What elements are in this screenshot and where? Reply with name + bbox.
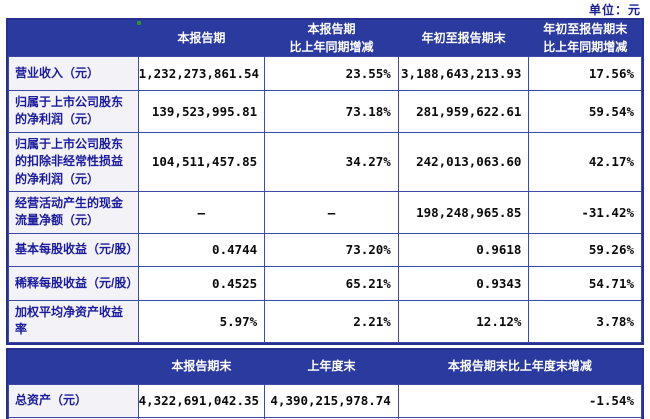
table1-corner-cell xyxy=(8,20,139,57)
value-cell: 17.56% xyxy=(528,56,642,91)
value-cell: 139,523,995.81 xyxy=(137,90,266,133)
value-cell: 242,013,063.60 xyxy=(397,131,530,192)
table2-header-period-end-change: 本报告期末比上年度末增减 xyxy=(397,349,643,385)
unit-label: 单位：元 xyxy=(588,3,641,17)
row-label: 归属于上市公司股东的净利润（元） xyxy=(8,90,139,133)
value-cell: 10.00% xyxy=(397,416,643,419)
table2-header-prior-year-end: 上年度末 xyxy=(264,349,399,385)
value-cell: 73.20% xyxy=(264,232,399,267)
table1-header-ytd-change: 年初至报告期末 比上年同期增减 xyxy=(528,20,642,57)
value-cell: 59.54% xyxy=(528,90,642,133)
value-cell: – xyxy=(264,190,399,234)
value-cell: 0.9343 xyxy=(397,265,530,301)
value-cell: 59.26% xyxy=(528,232,642,267)
value-cell: 42.17% xyxy=(528,131,642,192)
table-row-basic-eps: 基本每股收益（元/股） 0.4744 73.20% 0.9618 59.26% xyxy=(8,232,642,267)
value-cell: 3.78% xyxy=(528,299,642,343)
row-label: 加权平均净资产收益率 xyxy=(8,299,139,343)
table-row-cash-flow: 经营活动产生的现金流量净额（元） – – 198,248,965.85 -31.… xyxy=(8,190,642,234)
value-cell: 281,959,622.61 xyxy=(397,90,530,133)
row-label: 总资产（元） xyxy=(8,383,139,418)
value-cell: -31.42% xyxy=(528,190,642,234)
value-cell: 73.18% xyxy=(264,90,399,133)
row-label: 营业收入（元） xyxy=(8,56,139,91)
row-label: 归属于上市公司股东的所有者权益（元） xyxy=(8,416,139,419)
value-cell: -1.54% xyxy=(397,383,643,418)
value-cell: 104,511,457.85 xyxy=(137,131,266,192)
table-row-owners-equity: 归属于上市公司股东的所有者权益（元） 2,456,137,700.10 2,23… xyxy=(8,416,643,419)
value-cell: 4,322,691,042.35 xyxy=(137,383,266,418)
row-label: 稀释每股收益（元/股） xyxy=(8,265,139,301)
value-cell: – xyxy=(137,190,266,234)
value-cell: 5.97% xyxy=(137,299,266,343)
row-label: 基本每股收益（元/股） xyxy=(8,232,139,267)
table1-header-ytd: 年初至报告期末 xyxy=(397,20,530,57)
table2-corner-cell xyxy=(8,349,139,385)
table-row-diluted-eps: 稀释每股收益（元/股） 0.4525 65.21% 0.9343 54.71% xyxy=(8,265,642,301)
table2-header-period-end: 本报告期末 xyxy=(137,349,266,385)
table-row-total-assets: 总资产（元） 4,322,691,042.35 4,390,215,978.74… xyxy=(8,383,643,418)
value-cell: 4,390,215,978.74 xyxy=(264,383,399,418)
value-cell: 23.55% xyxy=(264,56,399,91)
value-cell: 0.9618 xyxy=(397,232,530,267)
value-cell: 198,248,965.85 xyxy=(397,190,530,234)
row-label: 经营活动产生的现金流量净额（元） xyxy=(8,190,139,234)
value-cell: 65.21% xyxy=(264,265,399,301)
table2-header-row: 本报告期末 上年度末 本报告期末比上年度末增减 xyxy=(8,349,643,385)
green-dot-artifact xyxy=(137,21,141,25)
table-row-net-profit: 归属于上市公司股东的净利润（元） 139,523,995.81 73.18% 2… xyxy=(8,90,642,133)
value-cell: 12.12% xyxy=(397,299,530,343)
table-row-net-profit-deducted: 归属于上市公司股东的扣除非经常性损益的净利润（元） 104,511,457.85… xyxy=(8,131,642,192)
value-cell: 3,188,643,213.93 xyxy=(397,56,530,91)
value-cell: 0.4744 xyxy=(137,232,266,267)
value-cell: 34.27% xyxy=(264,131,399,192)
value-cell: 1,232,273,861.54 xyxy=(137,56,266,91)
financial-summary: 本报告期 本报告期 比上年同期增减 年初至报告期末 年初至报告期末 比上年同期增… xyxy=(6,18,644,419)
table1-header-period-change: 本报告期 比上年同期增减 xyxy=(264,20,399,57)
period-end-table: 本报告期末 上年度末 本报告期末比上年度末增减 总资产（元） 4,322,691… xyxy=(6,347,644,419)
table-row-revenue: 营业收入（元） 1,232,273,861.54 23.55% 3,188,64… xyxy=(8,56,642,91)
value-cell: 2.21% xyxy=(264,299,399,343)
row-label: 归属于上市公司股东的扣除非经常性损益的净利润（元） xyxy=(8,131,139,192)
table1-header-row: 本报告期 本报告期 比上年同期增减 年初至报告期末 年初至报告期末 比上年同期增… xyxy=(8,20,642,57)
period-results-table: 本报告期 本报告期 比上年同期增减 年初至报告期末 年初至报告期末 比上年同期增… xyxy=(6,18,644,345)
value-cell: 54.71% xyxy=(528,265,642,301)
table1-header-current-period: 本报告期 xyxy=(137,20,266,57)
value-cell: 0.4525 xyxy=(137,265,266,301)
table-row-roe: 加权平均净资产收益率 5.97% 2.21% 12.12% 3.78% xyxy=(8,299,642,343)
